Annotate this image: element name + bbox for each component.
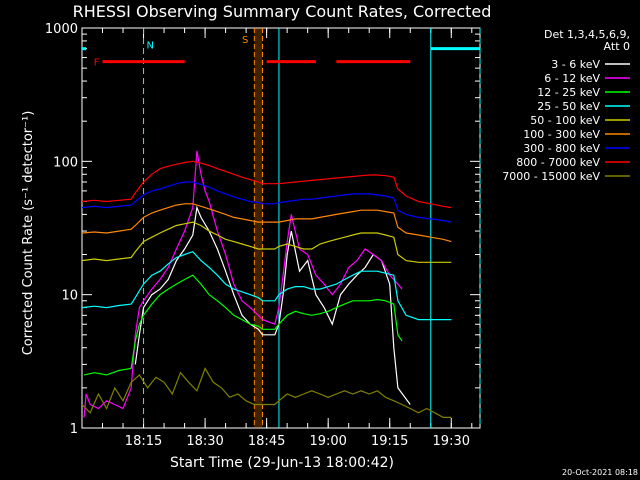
- series-line: [134, 205, 411, 405]
- plot-border: [81, 27, 481, 429]
- annotations: S N F: [82, 28, 481, 428]
- y-tick-label: 1: [70, 422, 78, 437]
- legend-entry-label: 100 - 300 keV: [523, 128, 600, 141]
- plot-area: [81, 27, 481, 429]
- saa-label: S: [242, 35, 248, 46]
- y-tick-label: 1000: [45, 22, 78, 37]
- legend-header-detectors: Det 1,3,4,5,6,9,: [544, 28, 630, 41]
- saa-band: [254, 28, 263, 428]
- legend-entry-label: 50 - 100 keV: [530, 114, 600, 127]
- series-line: [83, 150, 403, 418]
- legend-entry-label: 12 - 25 keV: [537, 86, 600, 99]
- x-tick-label: 19:00: [309, 434, 346, 449]
- x-axis: 18:15 18:30 18:45 19:00 19:15 19:30: [81, 28, 473, 449]
- flare-label: F: [94, 58, 100, 69]
- series-group: [81, 150, 452, 418]
- footer-timestamp: 20-Oct-2021 08:18: [562, 468, 638, 477]
- legend-entry-label: 25 - 50 keV: [537, 100, 600, 113]
- series-line: [81, 221, 452, 263]
- series-line: [81, 181, 452, 223]
- x-tick-label: 18:30: [186, 434, 223, 449]
- y-tick-label: 10: [61, 289, 78, 304]
- y-axis-label: Corrected Count Rate (s⁻¹ detector⁻¹): [21, 111, 36, 356]
- legend-header-attenuator: Att 0: [604, 40, 630, 53]
- legend-entry-label: 3 - 6 keV: [551, 58, 600, 71]
- x-tick-label: 19:15: [371, 434, 408, 449]
- x-tick-label: 18:45: [248, 434, 285, 449]
- y-axis: 1 10 100 1000: [45, 22, 480, 437]
- series-line: [81, 367, 452, 418]
- y-tick-label: 100: [53, 155, 78, 170]
- series-line: [83, 274, 403, 376]
- legend-entry-label: 300 - 800 keV: [523, 142, 600, 155]
- legend-entry-label: 800 - 7000 keV: [516, 156, 600, 169]
- series-line: [81, 251, 452, 321]
- chart-title: RHESSI Observing Summary Count Rates, Co…: [73, 2, 492, 21]
- night-label: N: [147, 41, 154, 52]
- x-tick-label: 19:30: [433, 434, 470, 449]
- legend-entry-label: 7000 - 15000 keV: [502, 170, 600, 183]
- series-line: [81, 203, 452, 243]
- legend-entry-label: 6 - 12 keV: [544, 72, 600, 85]
- x-tick-label: 18:15: [125, 434, 162, 449]
- series-line: [81, 160, 452, 209]
- x-axis-label: Start Time (29-Jun-13 18:00:42): [170, 455, 394, 471]
